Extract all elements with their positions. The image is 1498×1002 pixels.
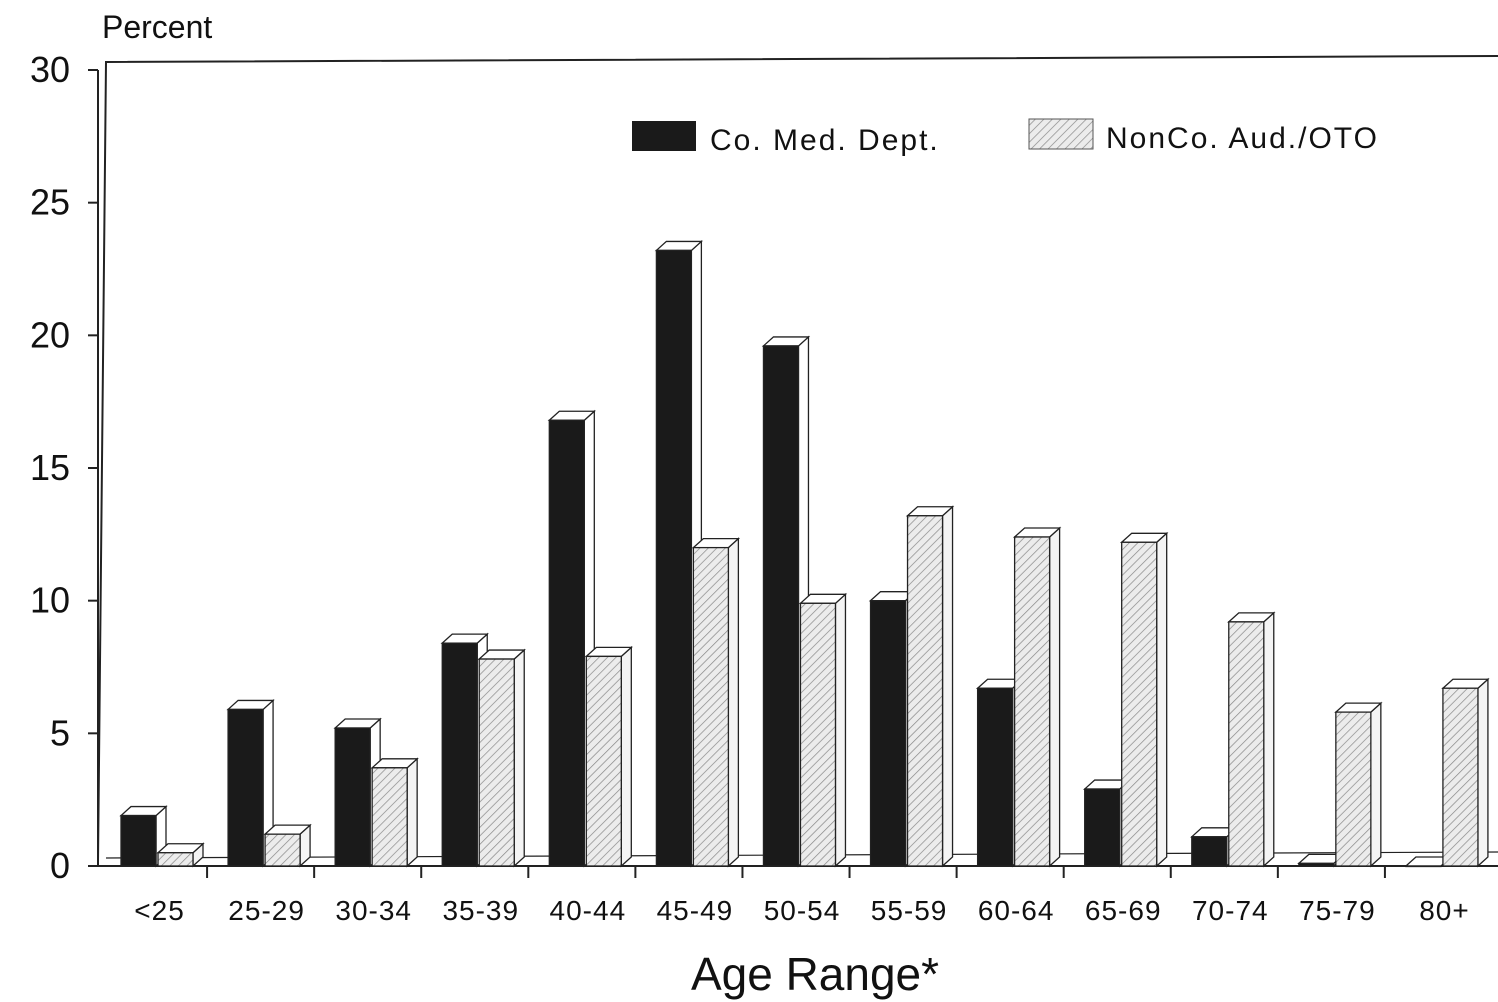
bar-front-face <box>1191 836 1228 867</box>
bar-front-face <box>1335 711 1372 867</box>
x-axis-ticks: <25 25-29 30-34 35-39 40-44 45-49 50-54 55-59 60… <box>134 866 1469 926</box>
bar-co-med-dept <box>547 409 597 868</box>
bar-front-face <box>1228 621 1265 867</box>
bar-side-face <box>1477 677 1489 868</box>
bar-nonco-aud-oto <box>798 592 848 868</box>
y-tick-label: 10 <box>30 580 70 621</box>
bar-nonco-aud-oto <box>1334 701 1383 868</box>
bars-group <box>119 239 1490 868</box>
bar-nonco-aud-oto <box>477 648 526 868</box>
bar-side-face <box>1263 611 1275 868</box>
bar-side-face <box>620 645 632 868</box>
bar-side-face <box>406 757 418 868</box>
bar-nonco-aud-oto <box>1441 677 1490 868</box>
legend-label-co-med-dept: Co. Med. Dept. <box>710 124 940 157</box>
bar-front-face <box>157 852 194 867</box>
x-tick-label: 30-34 <box>335 895 412 926</box>
x-tick-label: 70-74 <box>1192 895 1269 926</box>
bar-front-face <box>371 767 408 867</box>
bar-co-med-dept <box>226 698 275 868</box>
x-tick-label: <25 <box>134 895 185 926</box>
bar-front-face <box>1013 536 1051 867</box>
x-axis-label: Age Range* <box>691 948 939 1000</box>
bar-front-face <box>1298 862 1335 867</box>
y-tick-label: 5 <box>50 712 70 753</box>
bar-side-face <box>1048 526 1061 868</box>
bar-nonco-aud-oto <box>691 537 741 868</box>
bar-front-face <box>655 249 693 867</box>
bar-front-face <box>264 833 301 867</box>
bar-front-face <box>120 814 157 867</box>
bar-front-face <box>478 658 515 867</box>
bar-front-face <box>1084 788 1121 867</box>
bar-nonco-aud-oto <box>1227 611 1276 868</box>
bar-front-face <box>227 708 264 867</box>
y-tick-label: 20 <box>30 314 70 355</box>
y-tick-label: 0 <box>50 845 70 886</box>
x-tick-label: 60-64 <box>978 895 1055 926</box>
y-tick-label: 25 <box>30 182 70 223</box>
bar-side-face <box>1370 701 1382 868</box>
bar-front-face <box>906 515 944 867</box>
x-tick-label: 50-54 <box>764 895 841 926</box>
bar-front-face <box>692 546 730 867</box>
bar-front-face <box>976 687 1014 867</box>
bar-side-face <box>513 648 525 868</box>
bar-front-face <box>1405 865 1442 868</box>
bar-front-face <box>869 600 907 867</box>
x-tick-label: 80+ <box>1419 895 1470 926</box>
bar-side-face <box>727 537 740 868</box>
bar-front-face <box>585 655 622 867</box>
legend-swatch-co-med-dept <box>632 121 696 151</box>
bar-side-face <box>941 505 954 868</box>
x-tick-label: 55-59 <box>871 895 948 926</box>
x-tick-label: 40-44 <box>550 895 627 926</box>
bar-front-face <box>548 419 585 867</box>
bar-front-face <box>441 642 478 867</box>
x-tick-label: 75-79 <box>1299 895 1376 926</box>
legend-swatch-nonco-aud-oto <box>1028 118 1094 150</box>
bar-nonco-aud-oto <box>156 842 205 868</box>
bar-front-face <box>334 727 371 867</box>
bar-front-face <box>1442 687 1479 867</box>
bar-nonco-aud-oto <box>1012 526 1062 868</box>
bar-nonco-aud-oto <box>263 823 312 868</box>
plot-back-wall <box>97 55 1498 863</box>
bar-nonco-aud-oto <box>584 645 634 868</box>
legend-label-nonco-aud-oto: NonCo. Aud./OTO <box>1106 122 1379 155</box>
y-tick-label: 30 <box>30 49 70 90</box>
x-tick-label: 45-49 <box>657 895 734 926</box>
bar-front-face <box>1121 541 1158 867</box>
bar-nonco-aud-oto <box>370 757 419 868</box>
legend: Co. Med. Dept. NonCo. Aud./OTO <box>632 118 1379 157</box>
bar-front-face <box>799 602 837 867</box>
y-axis-ticks: 0 5 10 15 20 25 30 <box>30 49 98 886</box>
bar-front-face <box>762 345 800 867</box>
bar-side-face <box>1156 531 1168 868</box>
x-tick-label: 25-29 <box>228 895 305 926</box>
bar-nonco-aud-oto <box>1119 531 1169 868</box>
bar-side-face <box>834 592 847 868</box>
x-tick-label: 35-39 <box>442 895 519 926</box>
y-tick-label: 15 <box>30 447 70 488</box>
bar-nonco-aud-oto <box>905 505 955 868</box>
y-axis-label: Percent <box>102 9 212 45</box>
x-tick-label: 65-69 <box>1085 895 1162 926</box>
